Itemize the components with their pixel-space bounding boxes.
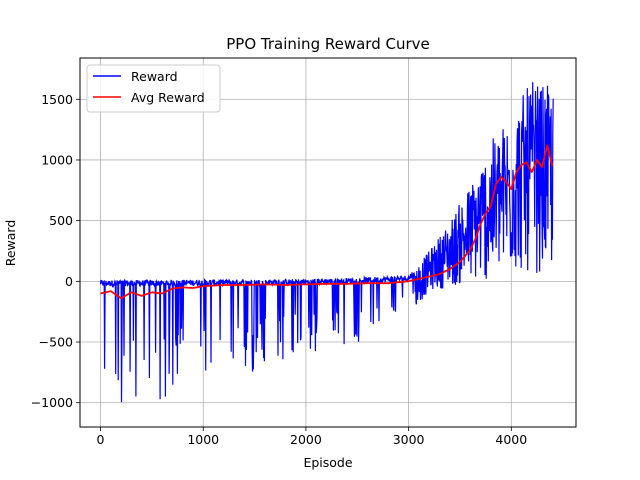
y-axis-label: Reward [3, 220, 18, 267]
grid [80, 58, 576, 427]
legend-label-reward: Reward [131, 69, 178, 84]
legend-label-avg-reward: Avg Reward [131, 90, 205, 105]
legend: Reward Avg Reward [86, 64, 221, 113]
axes-frame [79, 57, 577, 428]
x-tick-label: 0 [97, 432, 105, 447]
series-reward-line [99, 82, 554, 403]
y-tick-label: 500 [49, 213, 73, 228]
ticks: 0 1000 2000 3000 4000 −1000 −500 0 500 1000 1500 [31, 92, 528, 447]
x-tick-label: 3000 [393, 432, 425, 447]
x-tick-label: 1000 [187, 432, 219, 447]
chart-title: PPO Training Reward Curve [226, 35, 430, 53]
series-avg-reward-line [100, 144, 554, 300]
y-tick-label: 1000 [41, 152, 73, 167]
x-axis-label: Episode [303, 455, 352, 470]
y-tick-label: 1500 [41, 92, 73, 107]
y-tick-label: −1000 [31, 395, 73, 410]
x-tick-label: 4000 [495, 432, 527, 447]
y-tick-label: −500 [39, 335, 73, 350]
plot-area [99, 82, 554, 403]
x-tick-label: 2000 [290, 432, 322, 447]
y-tick-label: 0 [65, 274, 73, 289]
